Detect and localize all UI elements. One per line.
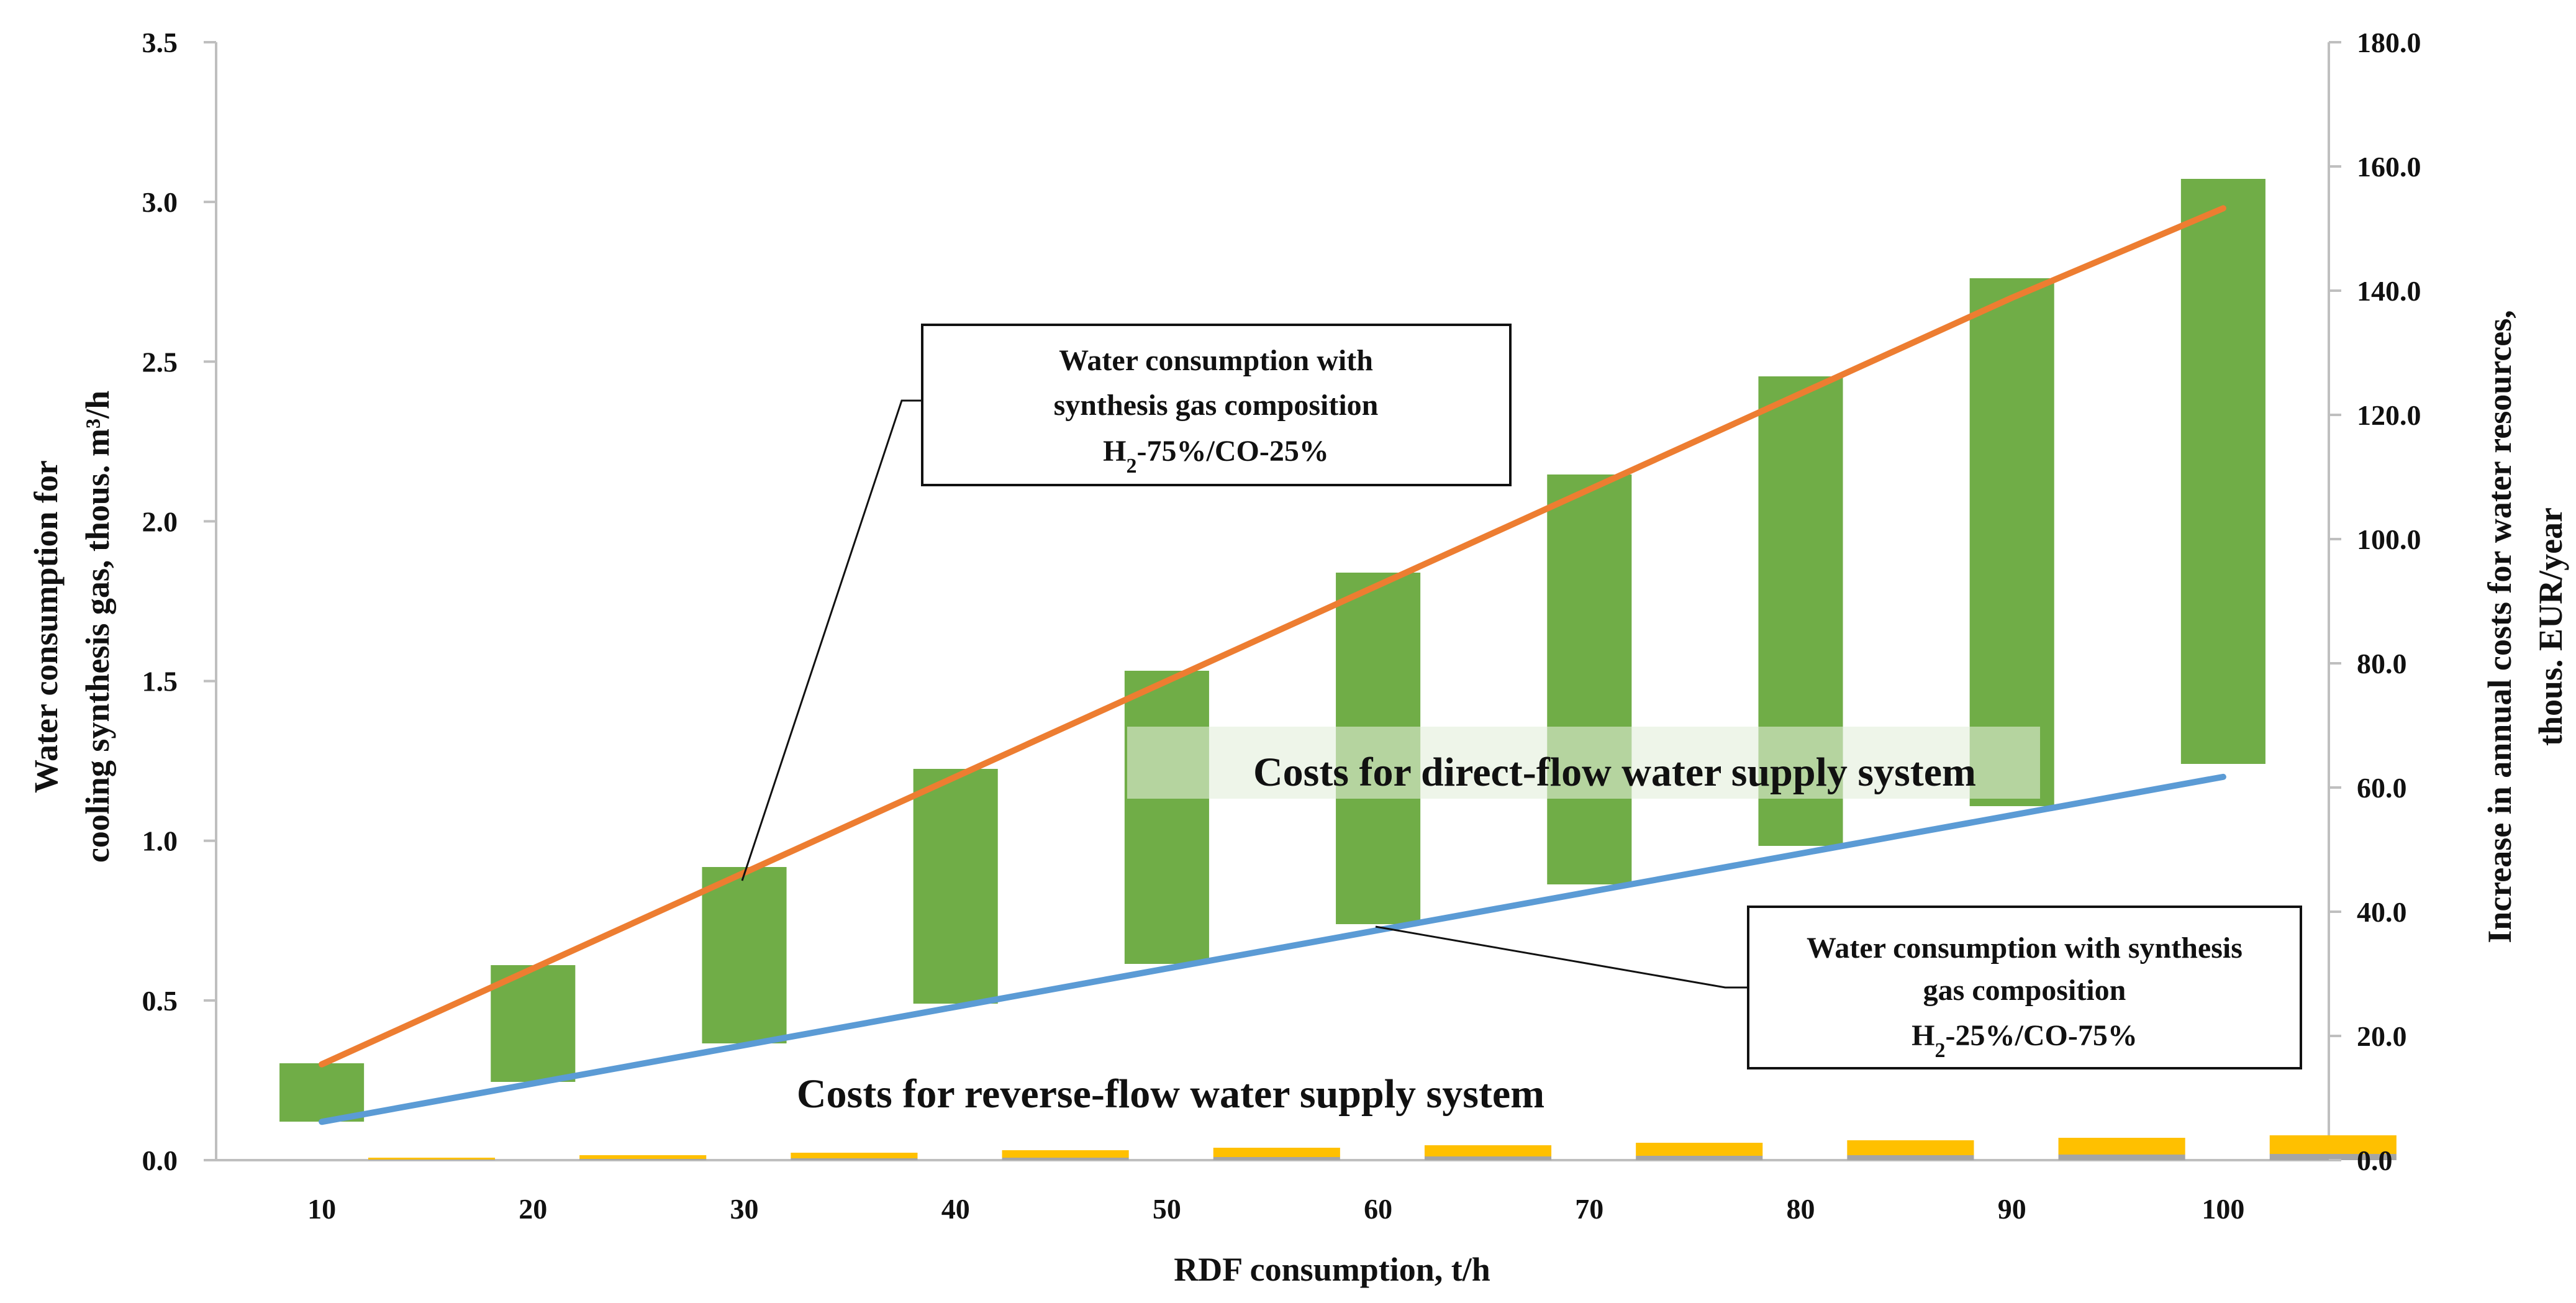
right-axis-ticks: 0.0 20.0 40.0 60.0 80.0 100.0 120.0 140.0 160.0 1… [2329, 27, 2421, 1176]
reverse-flow-bar-grey [1424, 1156, 1552, 1160]
reverse-flow-bar-yellow [368, 1158, 496, 1160]
right-axis-title-line2: thous. EUR/year [2532, 507, 2569, 746]
direct-flow-bar [913, 769, 998, 1004]
line-h2-25 [319, 773, 2226, 1125]
right-tick-label: 120.0 [2357, 399, 2421, 431]
right-tick-label: 100.0 [2357, 524, 2421, 555]
reverse-flow-bar-grey [2269, 1154, 2397, 1160]
reverse-flow-bar-grey [1636, 1156, 1763, 1160]
left-tick-label: 3.5 [142, 27, 178, 58]
right-axis-title-line1: Increase in annual costs for water resou… [2481, 310, 2518, 943]
reverse-flow-bar-yellow [1847, 1140, 1974, 1155]
reverse-flow-bar-yellow [1424, 1145, 1552, 1156]
left-axis-title-line2: cooling synthesis gas, thous. m³/h [79, 391, 116, 863]
reverse-flow-bar-grey [579, 1159, 707, 1160]
x-tick-label: 100 [2202, 1193, 2244, 1225]
direct-flow-bar [1124, 671, 1209, 964]
band-label-reverse: Costs for reverse-flow water supply syst… [797, 1071, 1544, 1117]
reverse-flow-bar-yellow [1002, 1150, 1129, 1158]
right-tick-label: 140.0 [2357, 275, 2421, 307]
band-label-direct: Costs for direct-flow water supply syste… [1253, 750, 1976, 795]
x-axis-ticks: 10 20 30 40 50 60 70 80 90 100 [307, 1193, 2244, 1225]
right-tick-label: 80.0 [2357, 648, 2407, 679]
callout-top-line3: H2-75%/CO-25% [1103, 435, 1329, 478]
callout-top-line2: synthesis gas composition [1054, 389, 1379, 422]
direct-flow-bar [702, 867, 787, 1043]
reverse-flow-bar-grey [2058, 1155, 2185, 1160]
right-tick-label: 0.0 [2357, 1145, 2393, 1176]
reverse-flow-bar-grey [791, 1158, 918, 1160]
reverse-flow-bar-yellow [2269, 1135, 2397, 1154]
reverse-flow-bar-yellow [579, 1155, 707, 1159]
reverse-flow-bar-grey [1002, 1158, 1129, 1160]
right-tick-label: 40.0 [2357, 896, 2407, 928]
callout-top-line1: Water consumption with [1059, 344, 1373, 377]
direct-flow-bar [1547, 474, 1632, 884]
band-highlight [1127, 727, 2040, 799]
direct-flow-bar [1969, 278, 2054, 806]
left-tick-label: 2.0 [142, 506, 178, 537]
reverse-flow-bar-yellow [1636, 1143, 1763, 1156]
left-tick-label: 0.5 [142, 985, 178, 1017]
line-h2-75 [319, 205, 2226, 1068]
callout-leader-bottom [1375, 925, 1748, 989]
right-tick-label: 180.0 [2357, 27, 2421, 58]
callout-bottom-line1: Water consumption with synthesis [1807, 932, 2243, 965]
callout-box-top [921, 324, 1512, 486]
left-tick-label: 0.0 [142, 1145, 178, 1176]
callout-bottom-line3: H2-25%/CO-75% [1912, 1019, 2138, 1062]
right-tick-label: 160.0 [2357, 151, 2421, 183]
left-tick-label: 1.5 [142, 666, 178, 697]
left-tick-label: 1.0 [142, 825, 178, 857]
x-tick-label: 90 [1998, 1193, 2026, 1225]
direct-flow-bar [2180, 179, 2265, 764]
x-tick-label: 60 [1364, 1193, 1392, 1225]
right-tick-label: 60.0 [2357, 772, 2407, 804]
callout-bottom-line2: gas composition [1923, 974, 2126, 1007]
left-tick-label: 3.0 [142, 186, 178, 218]
x-tick-label: 40 [941, 1193, 970, 1225]
x-tick-label: 50 [1153, 1193, 1181, 1225]
x-axis-title: RDF consumption, t/h [1174, 1251, 1490, 1288]
left-axis-ticks: 0.0 0.5 1.0 1.5 2.0 2.5 3.0 3.5 [142, 27, 216, 1176]
x-tick-label: 20 [519, 1193, 547, 1225]
callout-leader-top [741, 399, 922, 881]
reverse-flow-bar-yellow [791, 1153, 918, 1158]
reverse-flow-bar-yellow [2058, 1138, 2185, 1155]
left-axis-title-line1: Water consumption for [27, 460, 65, 793]
direct-flow-bar [279, 1063, 365, 1122]
reverse-flow-bar-yellow [1213, 1148, 1340, 1157]
right-tick-label: 20.0 [2357, 1020, 2407, 1052]
x-tick-label: 30 [730, 1193, 759, 1225]
callout-box-bottom [1747, 906, 2302, 1069]
left-tick-label: 2.5 [142, 346, 178, 378]
reverse-flow-bar-grey [1213, 1157, 1340, 1160]
reverse-flow-bar-grey [1847, 1155, 1974, 1160]
x-tick-label: 10 [307, 1193, 336, 1225]
x-tick-label: 80 [1787, 1193, 1815, 1225]
x-tick-label: 70 [1575, 1193, 1603, 1225]
